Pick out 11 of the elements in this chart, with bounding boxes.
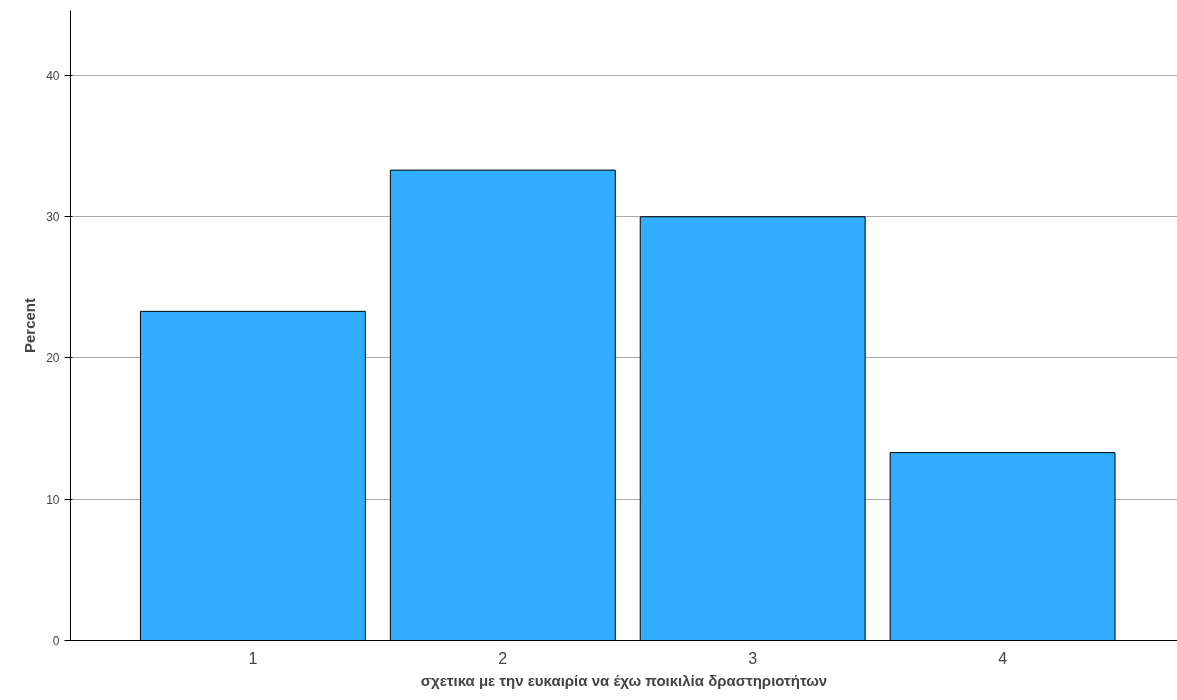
y-tick-label: 10 — [46, 492, 60, 507]
x-tick-label: 4 — [998, 649, 1008, 667]
y-tick-label: 40 — [46, 68, 60, 83]
x-tick-label: 2 — [498, 649, 508, 667]
y-tick-label: 30 — [46, 210, 60, 225]
y-tick-label: 0 — [52, 634, 60, 648]
y-axis-title: Percent — [21, 297, 39, 354]
x-axis-title: σχετικα με την ευκαιρία να έχω ποικιλία δραστηριοτήτων — [420, 671, 828, 689]
x-tick-label: 3 — [748, 649, 758, 667]
x-tick-label: 1 — [248, 649, 258, 667]
y-tick-label: 20 — [46, 351, 60, 366]
